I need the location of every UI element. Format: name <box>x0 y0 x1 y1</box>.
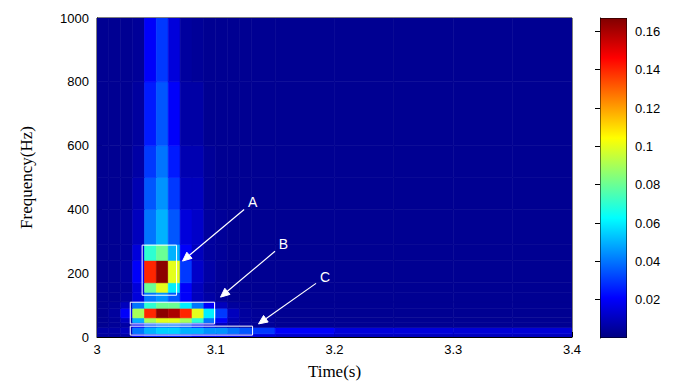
svg-text:0: 0 <box>82 330 89 345</box>
svg-text:0.12: 0.12 <box>635 101 660 116</box>
svg-text:1000: 1000 <box>60 11 89 26</box>
svg-text:B: B <box>279 236 288 252</box>
svg-text:0.02: 0.02 <box>635 292 660 307</box>
svg-text:3.1: 3.1 <box>207 342 225 357</box>
svg-text:C: C <box>320 269 330 285</box>
svg-text:3.2: 3.2 <box>325 342 343 357</box>
svg-text:Frequency(Hz): Frequency(Hz) <box>17 126 36 229</box>
svg-text:0.04: 0.04 <box>635 254 660 269</box>
svg-text:Time(s): Time(s) <box>308 362 361 381</box>
svg-text:600: 600 <box>67 138 89 153</box>
svg-text:3: 3 <box>93 342 100 357</box>
svg-text:0.14: 0.14 <box>635 62 660 77</box>
svg-text:3.4: 3.4 <box>563 342 581 357</box>
svg-text:0.16: 0.16 <box>635 24 660 39</box>
svg-text:800: 800 <box>67 74 89 89</box>
svg-text:0.08: 0.08 <box>635 177 660 192</box>
svg-text:3.3: 3.3 <box>444 342 462 357</box>
svg-text:200: 200 <box>67 266 89 281</box>
svg-text:A: A <box>248 194 258 210</box>
svg-text:0.1: 0.1 <box>635 139 653 154</box>
svg-text:400: 400 <box>67 202 89 217</box>
svg-text:0.06: 0.06 <box>635 216 660 231</box>
